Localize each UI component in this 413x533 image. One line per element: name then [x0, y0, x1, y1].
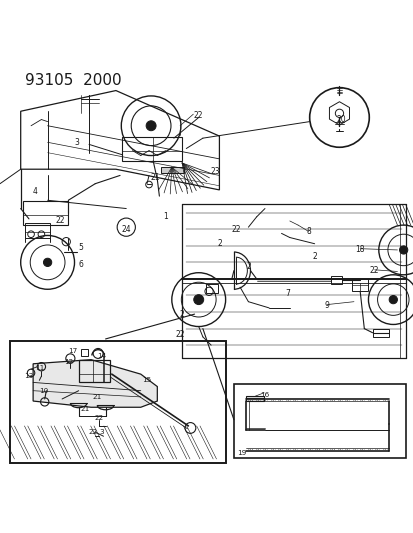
Bar	[78, 360, 109, 382]
Text: 20: 20	[336, 115, 346, 124]
Text: 21: 21	[93, 394, 102, 400]
Text: 16: 16	[260, 392, 269, 398]
Bar	[81, 349, 88, 356]
Text: 22: 22	[88, 429, 97, 435]
Text: 4: 4	[33, 188, 38, 197]
Text: 6: 6	[78, 260, 83, 269]
Bar	[23, 201, 68, 225]
Text: 5: 5	[78, 244, 83, 252]
Text: 17: 17	[68, 349, 77, 354]
Text: 10: 10	[39, 387, 48, 394]
Circle shape	[388, 295, 396, 304]
Text: 2: 2	[311, 252, 316, 261]
Text: 21: 21	[80, 406, 89, 413]
Text: 93105  2000: 93105 2000	[25, 72, 121, 88]
Text: 11: 11	[35, 365, 44, 371]
Text: 15: 15	[142, 377, 151, 383]
Text: 7: 7	[285, 289, 290, 298]
Text: 22: 22	[55, 216, 64, 225]
Circle shape	[146, 121, 156, 131]
Text: 22: 22	[231, 225, 240, 234]
Text: 3: 3	[99, 429, 104, 435]
Text: 3: 3	[74, 138, 79, 147]
Text: 22: 22	[194, 111, 203, 120]
Bar	[372, 329, 388, 337]
Text: 19: 19	[237, 450, 246, 456]
Bar	[206, 284, 217, 293]
Circle shape	[193, 295, 203, 304]
Text: 24: 24	[121, 225, 131, 234]
Polygon shape	[33, 360, 157, 407]
Bar	[233, 384, 405, 458]
Text: 22: 22	[369, 266, 378, 275]
Bar	[330, 277, 341, 284]
Text: 2: 2	[245, 262, 250, 271]
Text: 9: 9	[324, 301, 329, 310]
Text: 12: 12	[64, 359, 73, 365]
Text: 14: 14	[97, 352, 106, 359]
Bar	[10, 341, 225, 463]
Bar	[351, 279, 368, 292]
Text: 22: 22	[175, 330, 184, 340]
Text: 22: 22	[95, 415, 104, 421]
Text: 1: 1	[163, 212, 168, 221]
Bar	[25, 223, 50, 238]
Text: 2: 2	[179, 310, 184, 319]
Bar	[161, 167, 184, 173]
Text: 13: 13	[24, 373, 33, 379]
Text: 2: 2	[216, 239, 221, 248]
Text: 23: 23	[210, 167, 220, 176]
Text: 21: 21	[150, 173, 159, 182]
Circle shape	[399, 246, 407, 254]
Bar	[246, 396, 263, 401]
Text: 8: 8	[305, 227, 310, 236]
Bar	[122, 137, 182, 161]
Circle shape	[43, 258, 52, 266]
Text: 18: 18	[355, 245, 364, 254]
